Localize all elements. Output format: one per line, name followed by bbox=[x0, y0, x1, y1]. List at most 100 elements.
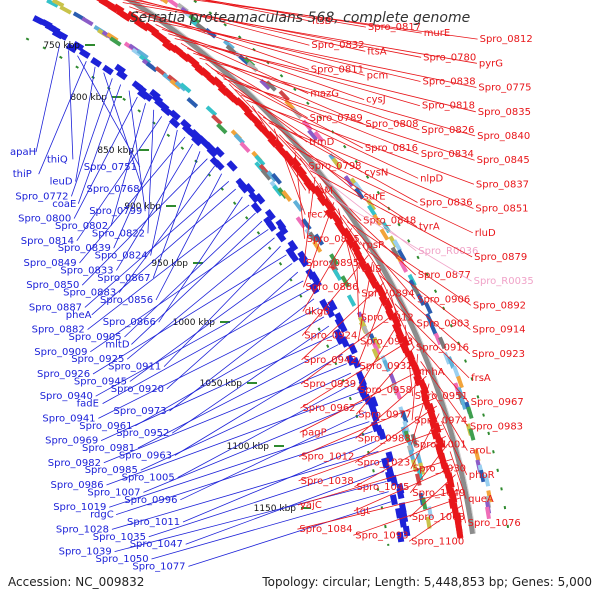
category-block bbox=[179, 82, 192, 94]
reverse-gene-label: fadE bbox=[77, 399, 99, 410]
reverse-gene bbox=[381, 457, 390, 469]
reverse-gene bbox=[369, 396, 379, 408]
forward-gene-label: Spro_0877 bbox=[418, 270, 471, 281]
category-block bbox=[238, 54, 250, 66]
forward-gene-label: Spro_0811 bbox=[311, 64, 364, 75]
forward-gene-label: Spro_0808 bbox=[365, 119, 418, 130]
category-block bbox=[372, 336, 381, 350]
reverse-gene bbox=[327, 299, 338, 312]
forward-gene-label: Spro_0835 bbox=[478, 107, 531, 118]
forward-gene bbox=[391, 316, 402, 329]
forward-label-connector bbox=[379, 275, 471, 355]
category-block bbox=[301, 218, 312, 231]
category-block bbox=[425, 516, 432, 529]
reverse-label-connector bbox=[111, 451, 379, 530]
forward-label-connector bbox=[353, 466, 455, 512]
reverse-gene-label: Spro_0850 bbox=[26, 280, 79, 291]
reverse-gene-label: Spro_0751 bbox=[84, 162, 137, 173]
forward-label-connector bbox=[390, 296, 414, 373]
forward-gene bbox=[456, 527, 464, 539]
category-block bbox=[388, 372, 397, 386]
forward-gene-label: Spro_1049 bbox=[412, 488, 465, 499]
reverse-label-connector bbox=[110, 103, 146, 227]
reverse-label-connector bbox=[35, 45, 60, 153]
reverse-label-connector bbox=[73, 96, 138, 219]
forward-gene-label: yajC bbox=[300, 500, 322, 511]
reverse-gene bbox=[358, 379, 368, 392]
forward-label-connector bbox=[319, 182, 361, 270]
reverse-label-connector bbox=[75, 66, 96, 182]
category-block bbox=[313, 130, 325, 143]
reverse-label-connector bbox=[90, 229, 269, 353]
forward-label-connector bbox=[359, 241, 415, 324]
forward-label-connector bbox=[246, 99, 475, 185]
reverse-gene bbox=[32, 15, 45, 26]
forward-label-connector bbox=[411, 354, 419, 421]
reverse-label-connector bbox=[174, 353, 343, 456]
forward-gene-label: Spro_0974 bbox=[414, 415, 467, 426]
reverse-gene-label: Spro_1047 bbox=[130, 539, 183, 550]
reverse-gene-label: Spro_0768 bbox=[87, 184, 140, 195]
category-block bbox=[307, 129, 319, 141]
category-block bbox=[456, 375, 464, 389]
forward-label-connector bbox=[355, 234, 359, 318]
category-block bbox=[408, 449, 416, 463]
category-block bbox=[329, 253, 339, 266]
reverse-gene bbox=[396, 531, 405, 543]
forward-label-connector bbox=[342, 214, 416, 300]
forward-label-connector bbox=[302, 228, 353, 312]
category-block bbox=[416, 467, 424, 481]
reverse-gene bbox=[264, 209, 276, 221]
reverse-gene bbox=[265, 220, 277, 232]
category-block bbox=[393, 386, 402, 400]
reverse-gene-label: Spro_0982 bbox=[48, 458, 101, 469]
reverse-gene bbox=[226, 160, 238, 172]
forward-label-connector bbox=[404, 325, 414, 397]
category-block bbox=[447, 356, 456, 369]
forward-label-connector bbox=[299, 368, 424, 433]
tick-label: 1000 kbp bbox=[173, 318, 216, 328]
forward-gene-label: Spro_0845 bbox=[477, 155, 530, 166]
category-block bbox=[340, 275, 351, 288]
reverse-gene-label: Spro_1039 bbox=[59, 547, 112, 558]
category-block bbox=[346, 294, 357, 307]
forward-gene-label: Spro_0916 bbox=[416, 343, 469, 354]
forward-gene-label: rplS bbox=[362, 264, 382, 275]
category-block bbox=[367, 204, 377, 217]
reverse-label-connector bbox=[77, 55, 141, 167]
forward-label-connector bbox=[133, 0, 366, 52]
reverse-gene bbox=[90, 57, 102, 68]
forward-label-connector bbox=[449, 451, 467, 500]
forward-gene-label: trmD bbox=[309, 137, 335, 148]
reverse-gene bbox=[277, 223, 289, 236]
category-block bbox=[410, 459, 418, 472]
category-block bbox=[438, 336, 447, 350]
reverse-label-connector bbox=[180, 411, 367, 501]
category-block bbox=[278, 89, 290, 102]
forward-gene-label: Spro_0789 bbox=[310, 113, 363, 124]
forward-gene-label: Spro_0886 bbox=[305, 282, 358, 293]
reverse-gene bbox=[141, 90, 154, 102]
forward-gene-label: phoR bbox=[469, 470, 495, 481]
forward-gene-label: gmhA bbox=[415, 367, 444, 378]
reverse-gene bbox=[190, 128, 202, 141]
reverse-label-connector bbox=[106, 392, 359, 486]
reverse-gene-label: Spro_0963 bbox=[119, 450, 172, 461]
category-block bbox=[397, 249, 407, 262]
forward-gene-label: rimM bbox=[308, 185, 333, 196]
reverse-gene-label: Spro_0799 bbox=[89, 206, 142, 217]
reverse-gene-label: Spro_0833 bbox=[60, 265, 113, 276]
category-block bbox=[361, 325, 371, 338]
category-block bbox=[239, 141, 251, 153]
reverse-gene-label: Spro_0945 bbox=[74, 376, 127, 387]
reverse-label-connector bbox=[81, 158, 208, 286]
reverse-gene bbox=[250, 201, 262, 214]
tick-label: 1050 kbp bbox=[200, 379, 243, 389]
reverse-gene-label: Spro_0867 bbox=[97, 273, 150, 284]
forward-label-connector bbox=[303, 202, 335, 288]
forward-label-connector bbox=[420, 361, 469, 427]
forward-label-connector bbox=[347, 221, 472, 306]
reverse-gene bbox=[114, 63, 126, 75]
reverse-gene bbox=[345, 354, 356, 366]
